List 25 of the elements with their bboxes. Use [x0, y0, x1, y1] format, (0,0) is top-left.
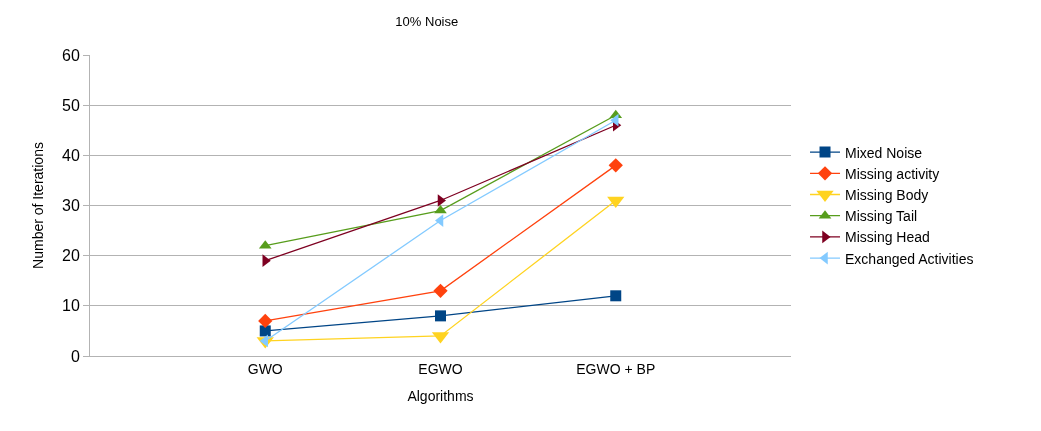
x-tick-label: GWO — [247, 360, 283, 377]
point — [259, 325, 271, 337]
legend-label: Missing Body — [845, 186, 929, 203]
y-tick-label: 60 — [62, 46, 80, 64]
point — [608, 158, 623, 173]
y-tick-label: 50 — [62, 96, 80, 114]
x-axis-title: Algorithms — [407, 388, 474, 405]
y-axis-title: Number of Iterations — [29, 142, 46, 269]
y-tick-label: 40 — [62, 146, 80, 164]
y-tick-label: 0 — [70, 347, 80, 365]
x-tick-label: EGWO — [418, 360, 463, 377]
point — [610, 290, 622, 302]
y-tick-label: 10 — [62, 297, 80, 315]
legend-label: Missing Tail — [845, 208, 918, 225]
legend-label: Mixed Noise — [845, 144, 923, 161]
y-tick-label: 30 — [62, 197, 80, 215]
point — [435, 310, 446, 322]
point — [433, 283, 448, 298]
x-tick-label: EGWO + BP — [576, 360, 656, 377]
legend-label: Missing Head — [845, 229, 930, 246]
chart-title: 10% Noise — [395, 14, 459, 30]
y-tick-label: 20 — [62, 247, 80, 265]
point — [258, 313, 273, 329]
legend-label: Exchanged Activities — [845, 250, 974, 267]
legend-label: Missing activity — [845, 165, 940, 182]
